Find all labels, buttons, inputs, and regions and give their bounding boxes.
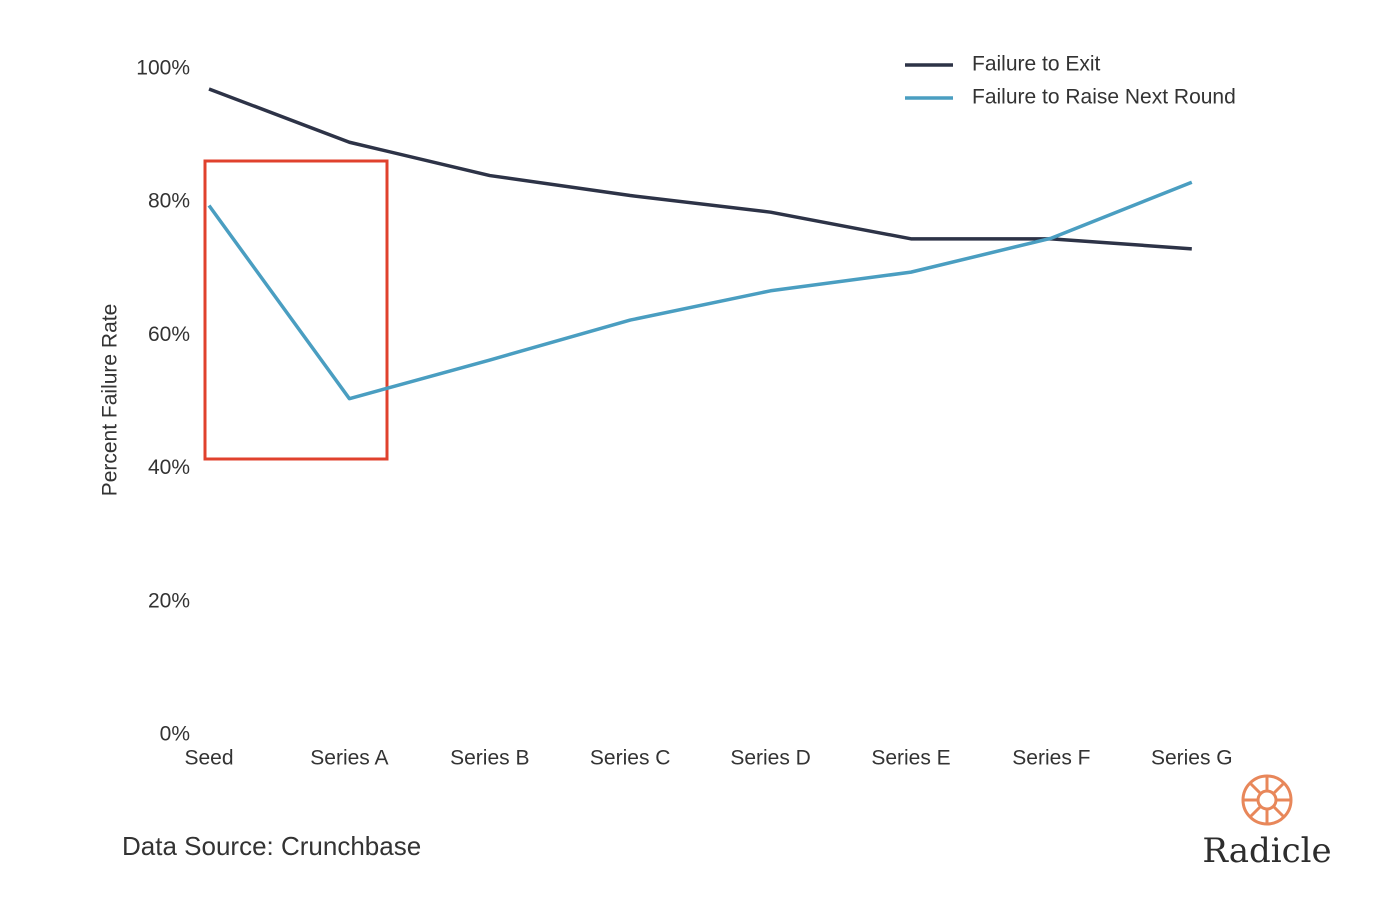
legend-label: Failure to Raise Next Round xyxy=(972,86,1236,109)
y-tick-label: 40% xyxy=(148,456,190,479)
line-series xyxy=(207,180,1193,401)
x-tick-label: Series B xyxy=(450,747,529,770)
y-tick-label: 100% xyxy=(136,57,190,80)
highlight-box xyxy=(203,159,389,461)
x-tick-label: Series G xyxy=(1151,747,1233,770)
y-tick-label: 20% xyxy=(148,589,190,612)
y-tick-label: 60% xyxy=(148,323,190,346)
data-source: Data Source: Crunchbase xyxy=(122,831,421,861)
x-tick-label: Series E xyxy=(871,747,950,770)
logo-text: Radicle xyxy=(1202,831,1331,871)
y-tick-label: 80% xyxy=(148,190,190,213)
logo-icon xyxy=(1241,774,1293,826)
x-tick-label: Series D xyxy=(730,747,811,770)
x-tick-label: Seed xyxy=(184,747,233,770)
x-tick-label: Series C xyxy=(590,747,671,770)
line-series xyxy=(208,87,1192,251)
x-tick-label: Series F xyxy=(1012,747,1090,770)
y-tick-label: 0% xyxy=(160,723,190,746)
x-tick-label: Series A xyxy=(310,747,388,770)
y-axis-label: Percent Failure Rate xyxy=(99,304,122,497)
legend-label: Failure to Exit xyxy=(972,53,1101,76)
